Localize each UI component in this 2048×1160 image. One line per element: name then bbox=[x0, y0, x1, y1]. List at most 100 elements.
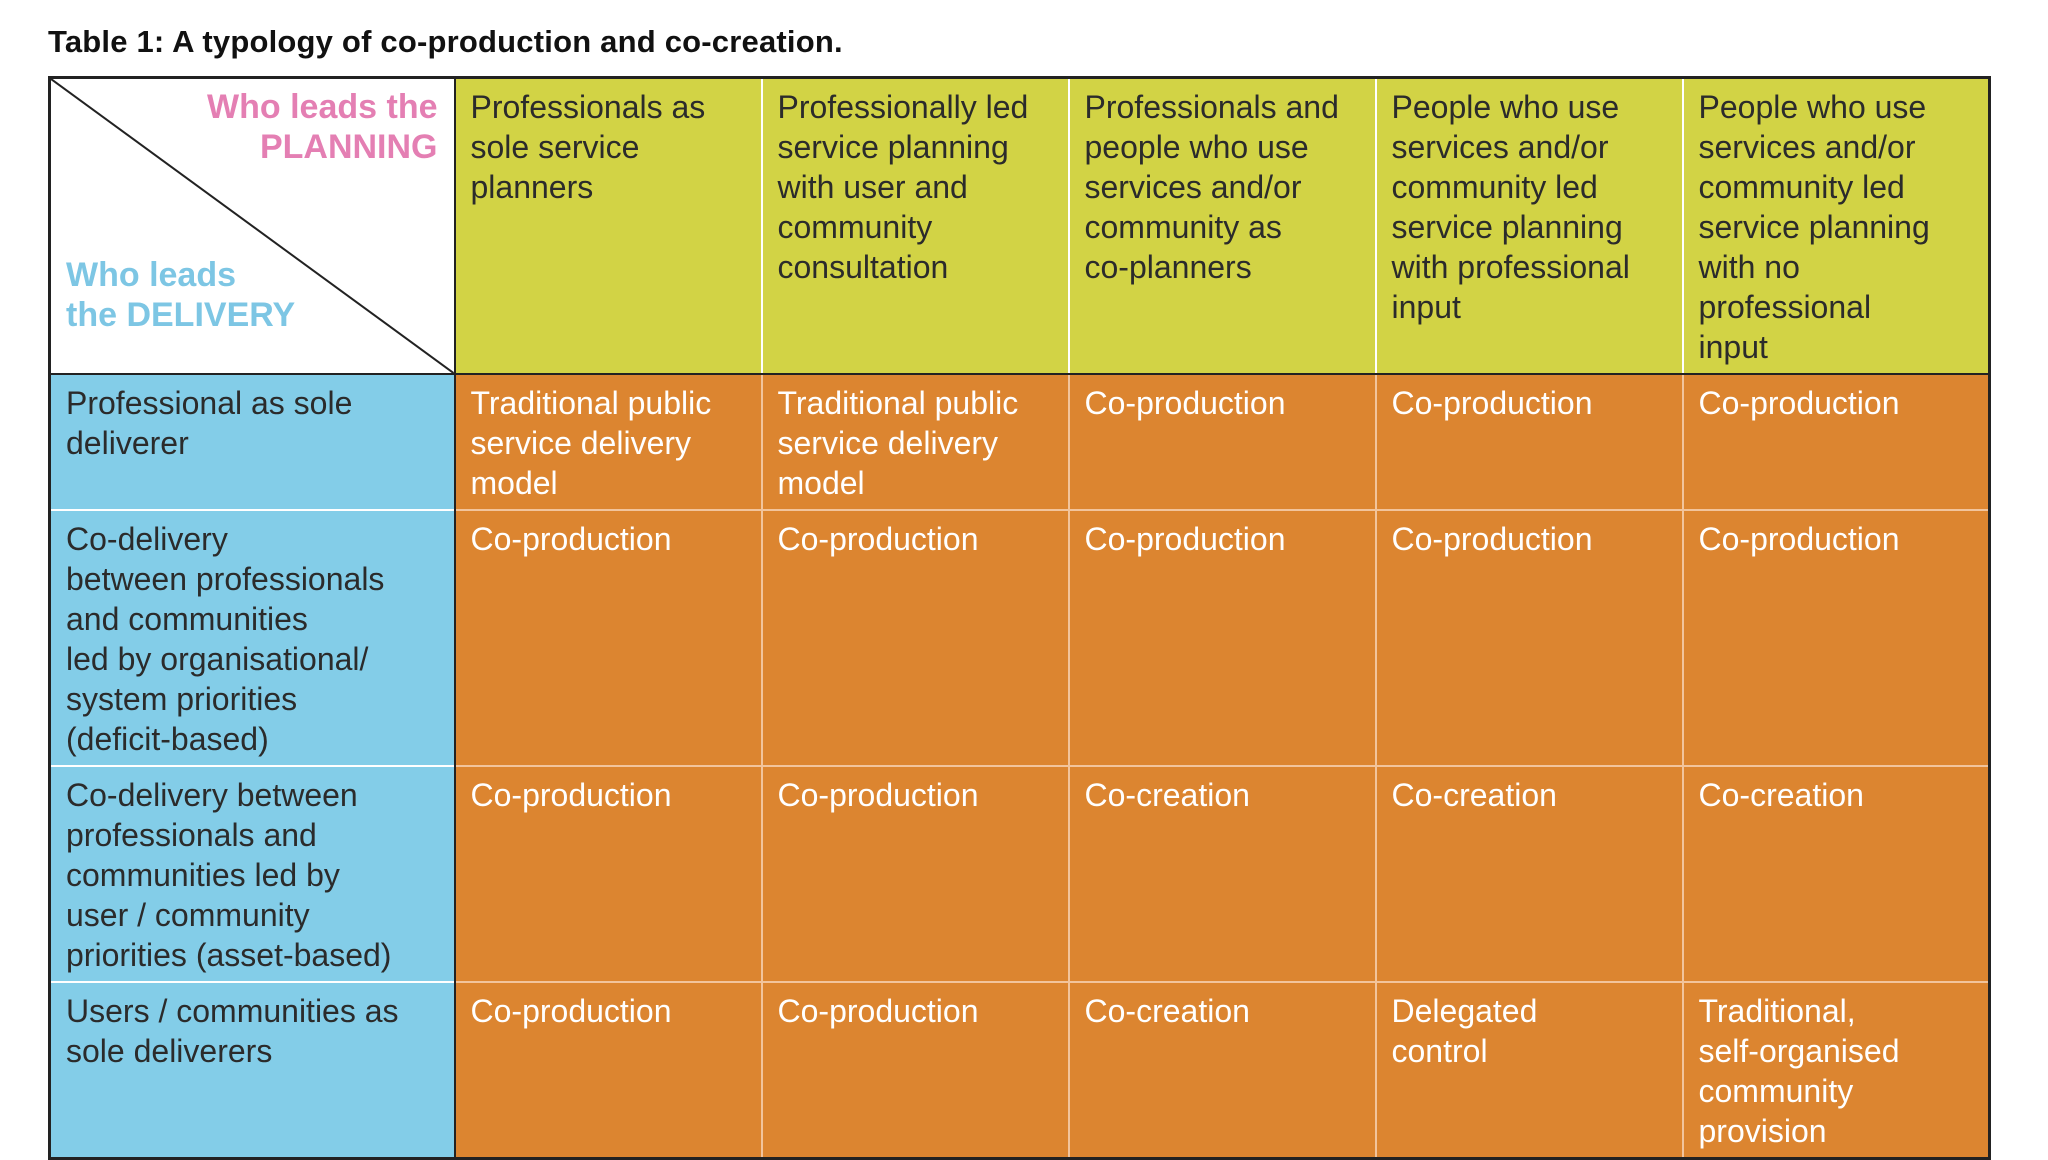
cell-text-line: Professionally led bbox=[777, 89, 1029, 125]
cell-text-line: community as bbox=[1084, 209, 1282, 245]
cell-text-line: provision bbox=[1698, 1113, 1827, 1149]
cell-text-line: professional bbox=[1698, 289, 1872, 325]
delivery-row-header: Co-delivery between professionals and comm… bbox=[49, 509, 456, 766]
cell-text-line: control bbox=[1391, 1033, 1488, 1069]
cell-text-line: services and/or bbox=[1084, 169, 1302, 205]
typology-table: Who leads the PLANNING Who leads the DEL… bbox=[48, 76, 1991, 1160]
cell-text-line: Co-production bbox=[470, 993, 672, 1029]
cell-text-line: input bbox=[1391, 289, 1461, 325]
cell-text-line: Professional as sole bbox=[66, 385, 353, 421]
cell-text-line: user / community bbox=[66, 897, 310, 933]
typology-cell: Co-creation bbox=[1681, 765, 1990, 982]
planning-header-cell: People who use services and/or community l… bbox=[1681, 77, 1990, 375]
cell-text-line: Co-production bbox=[470, 521, 672, 557]
typology-cell: Traditional public service delivery model bbox=[453, 373, 762, 510]
cell-text-line: service planning bbox=[777, 129, 1009, 165]
typology-cell: Co-creation bbox=[1374, 765, 1683, 982]
planning-header-cell: Professionals as sole service planners bbox=[453, 77, 762, 375]
cell-text-line: model bbox=[470, 465, 558, 501]
cell-text-line: Co-creation bbox=[1698, 777, 1864, 813]
table-row: Professional as sole deliverer Traditiona… bbox=[49, 373, 1990, 510]
cell-text-line: Users / communities as bbox=[66, 993, 399, 1029]
cell-text-line: self-organised bbox=[1698, 1033, 1900, 1069]
cell-text-line: Co-production bbox=[1391, 521, 1593, 557]
table-caption: Table 1: A typology of co-production and… bbox=[48, 24, 843, 59]
cell-text-line: Professionals and bbox=[1084, 89, 1339, 125]
planning-header-cell: Professionals and people who use services … bbox=[1067, 77, 1376, 375]
cell-text-line: Co-production bbox=[1698, 385, 1900, 421]
typology-cell: Co-creation bbox=[1067, 981, 1376, 1159]
header-row: Who leads the PLANNING Who leads the DEL… bbox=[49, 77, 1990, 375]
typology-cell: Co-production bbox=[1374, 373, 1683, 510]
cell-text-line: system priorities bbox=[66, 681, 298, 717]
typology-cell: Co-production bbox=[1374, 509, 1683, 766]
cell-text-line: professionals and bbox=[66, 817, 317, 853]
cell-text-line: model bbox=[777, 465, 865, 501]
cell-text-line: community led bbox=[1698, 169, 1905, 205]
cell-text-line: consultation bbox=[777, 249, 949, 285]
cell-text-line: Delegated bbox=[1391, 993, 1538, 1029]
typology-cell: Delegated control bbox=[1374, 981, 1683, 1159]
typology-cell: Co-production bbox=[453, 509, 762, 766]
cell-text-line: priorities (asset-based) bbox=[66, 937, 392, 973]
cell-text-line: community bbox=[1698, 1073, 1854, 1109]
cell-text-line: service delivery bbox=[777, 425, 999, 461]
who-leads-delivery-label: Who leads the DELIVERY bbox=[66, 256, 296, 334]
table-row: Users / communities as sole deliverers Co… bbox=[49, 981, 1990, 1159]
cell-text-line: Co-delivery bbox=[66, 521, 228, 557]
cell-text-line: Co-production bbox=[470, 777, 672, 813]
planning-header-cell: Professionally led service planning with u… bbox=[760, 77, 1069, 375]
typology-cell: Co-production bbox=[1067, 373, 1376, 510]
cell-text-line: service delivery bbox=[470, 425, 692, 461]
cell-text-line: led by organisational/ bbox=[66, 641, 369, 677]
who-leads-planning-label: Who leads the PLANNING bbox=[207, 88, 438, 166]
cell-text-line: People who use bbox=[1391, 89, 1620, 125]
cell-text-line: service planning bbox=[1391, 209, 1623, 245]
cell-text-line: Co-production bbox=[1391, 385, 1593, 421]
cell-text-line: Traditional public bbox=[470, 385, 712, 421]
cell-text-line: people who use bbox=[1084, 129, 1309, 165]
cell-text-line: sole service bbox=[470, 129, 640, 165]
corner-diagonal-line bbox=[51, 79, 454, 373]
cell-text-line: with professional bbox=[1391, 249, 1630, 285]
cell-text-line: Co-creation bbox=[1084, 993, 1250, 1029]
typology-cell: Co-production bbox=[760, 765, 1069, 982]
cell-text-line: services and/or bbox=[1391, 129, 1609, 165]
cell-text-line: with no bbox=[1698, 249, 1800, 285]
cell-text-line: with user and bbox=[777, 169, 968, 205]
typology-cell: Co-production bbox=[1067, 509, 1376, 766]
cell-text-line: communities led by bbox=[66, 857, 340, 893]
cell-text-line: People who use bbox=[1698, 89, 1927, 125]
cell-text-line: input bbox=[1698, 329, 1768, 365]
cell-text-line: Co-production bbox=[777, 777, 979, 813]
typology-cell: Traditional public service delivery model bbox=[760, 373, 1069, 510]
typology-cell: Co-production bbox=[1681, 373, 1990, 510]
typology-cell: Co-production bbox=[453, 981, 762, 1159]
cell-text-line: planners bbox=[470, 169, 594, 205]
delivery-row-header: Users / communities as sole deliverers bbox=[49, 981, 456, 1159]
planning-header-cell: People who use services and/or community l… bbox=[1374, 77, 1683, 375]
cell-text-line: sole deliverers bbox=[66, 1033, 273, 1069]
cell-text-line: services and/or bbox=[1698, 129, 1916, 165]
cell-text-line: (deficit-based) bbox=[66, 721, 269, 757]
cell-text-line: and communities bbox=[66, 601, 308, 637]
typology-cell: Co-creation bbox=[1067, 765, 1376, 982]
cell-text-line: Co-creation bbox=[1084, 777, 1250, 813]
cell-text-line: deliverer bbox=[66, 425, 189, 461]
cell-text-line: Professionals as bbox=[470, 89, 706, 125]
cell-text-line: Co-production bbox=[777, 521, 979, 557]
typology-cell: Traditional, self-organised community provi… bbox=[1681, 981, 1990, 1159]
corner-header-cell: Who leads the PLANNING Who leads the DEL… bbox=[49, 77, 456, 375]
cell-text-line: service planning bbox=[1698, 209, 1930, 245]
cell-text-line: Co-production bbox=[1084, 521, 1286, 557]
cell-text-line: between professionals bbox=[66, 561, 385, 597]
cell-text-line: community led bbox=[1391, 169, 1598, 205]
cell-text-line: Co-delivery between bbox=[66, 777, 358, 813]
cell-text-line: co-planners bbox=[1084, 249, 1252, 285]
cell-text-line: Traditional public bbox=[777, 385, 1019, 421]
table-row: Co-delivery between professionals and comm… bbox=[49, 509, 1990, 766]
cell-text-line: community bbox=[777, 209, 933, 245]
cell-text-line: Co-production bbox=[1698, 521, 1900, 557]
delivery-row-header: Co-delivery between professionals and comm… bbox=[49, 765, 456, 982]
table-row: Co-delivery between professionals and comm… bbox=[49, 765, 1990, 982]
